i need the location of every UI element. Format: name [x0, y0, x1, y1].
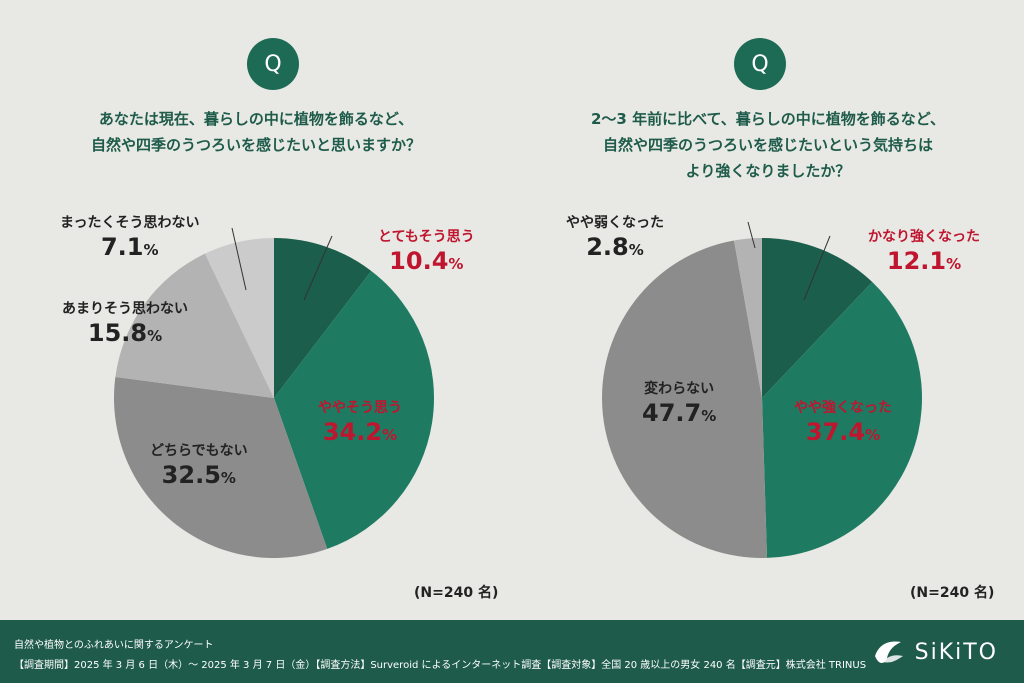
leader-line: [303, 235, 333, 301]
slice-name: どちらでもない: [150, 443, 248, 459]
pie-slice: [274, 238, 372, 398]
slice-percent: 10.4%: [389, 247, 464, 275]
question-text: 2～3 年前に比べて、暮らしの中に植物を飾るなど、 自然や四季のうつろいを感じた…: [542, 106, 994, 184]
pie-chart: [602, 221, 922, 558]
pie-slice: [762, 282, 922, 558]
sample-size-note: (N=240 名): [414, 585, 499, 601]
left-panel: Q あなたは現在、暮らしの中に植物を飾るなど、 自然や四季のうつろいを感じたいと…: [0, 0, 512, 620]
pie-slice: [602, 240, 768, 558]
sample-size-note: (N=240 名): [910, 585, 995, 601]
footer: 自然や植物とのふれあいに関するアンケート 【調査期間】2025 年 3 月 6 …: [0, 620, 1024, 683]
pie-slice: [114, 376, 328, 558]
slice-label: まったくそう思わない 7.1%: [60, 212, 199, 265]
leader-line: [231, 227, 247, 291]
slice-name: ややそう思う: [318, 400, 402, 416]
pie-chart: [114, 227, 435, 558]
slice-label: やや弱くなった 2.8%: [566, 212, 664, 265]
question-line: 自然や四季のうつろいを感じたいと思いますか？: [90, 136, 421, 154]
slice-name: 変わらない: [644, 381, 715, 397]
slice-percent: 12.1%: [886, 247, 962, 275]
question-line: より強くなりましたか？: [685, 162, 851, 180]
slice-name: とてもそう思う: [378, 229, 475, 245]
slice-label: とてもそう思う 10.4%: [378, 226, 475, 279]
slice-name: やや弱くなった: [566, 215, 664, 231]
question-line: 2～3 年前に比べて、暮らしの中に植物を飾るなど、: [591, 110, 945, 128]
leader-line: [747, 221, 756, 249]
sikito-logo-icon: [874, 641, 903, 663]
slice-percent: 32.5%: [161, 461, 236, 489]
leader-line: [803, 235, 831, 301]
question-badge: Q: [734, 38, 786, 90]
slice-percent: 7.1%: [100, 233, 159, 261]
slice-percent: 2.8%: [586, 233, 644, 261]
question-line: 自然や四季のうつろいを感じたいという気持ちは: [602, 136, 933, 154]
logo-text: SiKiTO: [914, 639, 998, 665]
slice-percent: 15.8%: [87, 319, 163, 347]
slice-percent: 37.4%: [805, 418, 881, 446]
slice-name: かなり強くなった: [868, 229, 980, 245]
right-panel: Q 2～3 年前に比べて、暮らしの中に植物を飾るなど、 自然や四季のうつろいを感…: [512, 0, 1024, 620]
question-badge: Q: [247, 38, 299, 90]
slice-label: どちらでもない 32.5%: [150, 440, 248, 493]
question-text: あなたは現在、暮らしの中に植物を飾るなど、 自然や四季のうつろいを感じたいと思い…: [30, 106, 482, 158]
pie-slice: [733, 238, 762, 398]
survey-title: 自然や植物とのふれあいに関するアンケート: [14, 640, 214, 651]
slice-label: ややそう思う 34.2%: [318, 397, 402, 450]
slice-label: 変わらない 47.7%: [642, 378, 716, 431]
slice-name: あまりそう思わない: [62, 301, 188, 317]
slice-label: かなり強くなった 12.1%: [868, 226, 980, 279]
slice-percent: 34.2%: [322, 418, 398, 446]
survey-details: 【調査期間】2025 年 3 月 6 日（木）～ 2025 年 3 月 7 日（…: [14, 660, 867, 671]
pie-slice: [115, 253, 274, 398]
slice-percent: 47.7%: [642, 399, 717, 427]
pie-slice: [204, 238, 274, 398]
slice-label: やや強くなった 37.4%: [794, 397, 892, 450]
brand-logo: SiKiTO: [871, 634, 998, 670]
question-line: あなたは現在、暮らしの中に植物を飾るなど、: [98, 110, 414, 128]
pie-slice: [274, 270, 435, 549]
pie-slice: [762, 238, 873, 398]
slice-name: まったくそう思わない: [60, 215, 200, 231]
slice-name: やや強くなった: [794, 400, 892, 416]
slice-label: あまりそう思わない 15.8%: [62, 298, 188, 351]
